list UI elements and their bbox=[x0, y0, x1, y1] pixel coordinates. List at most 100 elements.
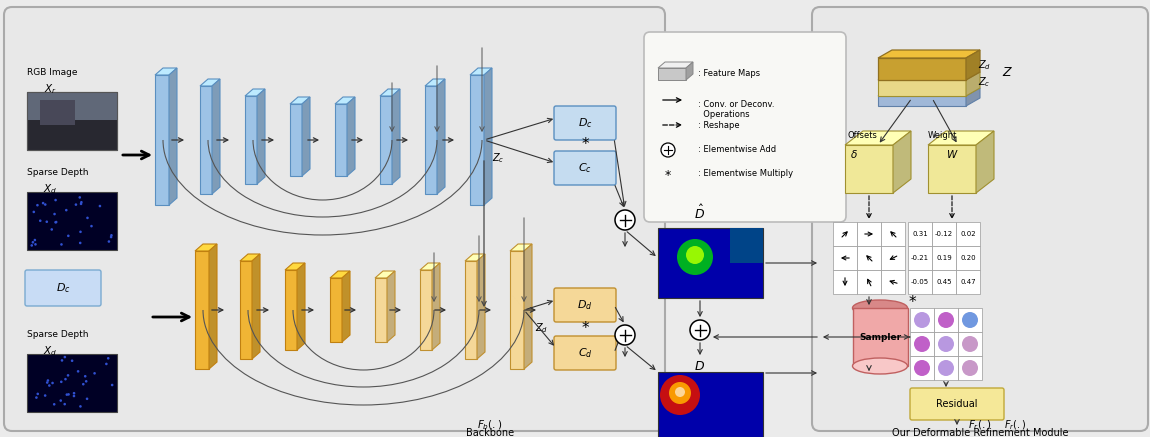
Circle shape bbox=[77, 370, 79, 373]
Circle shape bbox=[963, 336, 978, 352]
Polygon shape bbox=[420, 263, 440, 270]
Text: : Feature Maps: : Feature Maps bbox=[698, 69, 760, 79]
Circle shape bbox=[660, 375, 700, 415]
Text: *: * bbox=[581, 320, 589, 336]
Polygon shape bbox=[297, 263, 305, 350]
Polygon shape bbox=[285, 270, 297, 350]
Bar bbox=[932, 270, 956, 294]
Circle shape bbox=[687, 246, 704, 264]
Circle shape bbox=[963, 312, 978, 328]
Polygon shape bbox=[245, 96, 256, 184]
Bar bbox=[910, 356, 934, 380]
Polygon shape bbox=[342, 271, 350, 342]
Circle shape bbox=[46, 381, 48, 384]
Circle shape bbox=[64, 378, 67, 381]
Circle shape bbox=[107, 357, 109, 360]
Bar bbox=[26, 120, 117, 150]
Text: Sparse Depth: Sparse Depth bbox=[26, 330, 89, 339]
Text: $C_d$: $C_d$ bbox=[577, 346, 592, 360]
Circle shape bbox=[54, 221, 56, 224]
Circle shape bbox=[67, 235, 70, 237]
Circle shape bbox=[48, 384, 51, 387]
Polygon shape bbox=[380, 96, 392, 184]
FancyBboxPatch shape bbox=[812, 7, 1148, 431]
Polygon shape bbox=[432, 263, 440, 350]
Polygon shape bbox=[290, 97, 310, 104]
Polygon shape bbox=[477, 254, 485, 359]
Polygon shape bbox=[966, 88, 980, 106]
Text: 0.47: 0.47 bbox=[960, 279, 976, 285]
Polygon shape bbox=[524, 244, 532, 369]
Circle shape bbox=[32, 211, 36, 213]
Polygon shape bbox=[658, 62, 693, 68]
Circle shape bbox=[109, 236, 113, 238]
Ellipse shape bbox=[852, 300, 907, 316]
Circle shape bbox=[47, 379, 49, 382]
Circle shape bbox=[37, 392, 39, 395]
Circle shape bbox=[79, 242, 82, 244]
Text: $*$: $*$ bbox=[664, 166, 672, 180]
Circle shape bbox=[90, 225, 93, 227]
Text: $Z_c$: $Z_c$ bbox=[492, 151, 505, 165]
Text: 0.45: 0.45 bbox=[936, 279, 952, 285]
Polygon shape bbox=[388, 271, 394, 342]
Polygon shape bbox=[426, 79, 445, 86]
FancyBboxPatch shape bbox=[910, 388, 1004, 420]
Circle shape bbox=[53, 403, 55, 406]
Circle shape bbox=[79, 203, 83, 205]
Polygon shape bbox=[658, 68, 687, 80]
Polygon shape bbox=[256, 89, 264, 184]
Text: $W$: $W$ bbox=[946, 148, 959, 160]
Circle shape bbox=[110, 384, 114, 386]
Circle shape bbox=[61, 359, 63, 362]
Bar bbox=[881, 222, 905, 246]
Polygon shape bbox=[302, 97, 310, 176]
Text: : Elementwise Add: : Elementwise Add bbox=[698, 146, 776, 155]
Text: Sparse Depth: Sparse Depth bbox=[26, 168, 89, 177]
Text: *: * bbox=[581, 138, 589, 153]
Polygon shape bbox=[687, 62, 693, 80]
Bar bbox=[658, 372, 762, 437]
Circle shape bbox=[30, 244, 33, 247]
Circle shape bbox=[34, 243, 37, 246]
Bar bbox=[658, 228, 762, 298]
Text: $Z_d$: $Z_d$ bbox=[535, 321, 549, 335]
Polygon shape bbox=[335, 97, 355, 104]
Bar bbox=[881, 270, 905, 294]
Circle shape bbox=[81, 201, 83, 204]
Circle shape bbox=[36, 396, 38, 399]
Polygon shape bbox=[509, 244, 532, 251]
Circle shape bbox=[44, 203, 46, 206]
Circle shape bbox=[36, 204, 39, 207]
Polygon shape bbox=[845, 131, 911, 145]
Text: : Elementwise Multiply: : Elementwise Multiply bbox=[698, 169, 793, 177]
Polygon shape bbox=[509, 251, 524, 369]
Bar bbox=[857, 270, 881, 294]
Circle shape bbox=[99, 205, 101, 207]
Bar bbox=[26, 192, 117, 250]
Circle shape bbox=[44, 394, 46, 397]
Text: : Conv. or Deconv.
  Operations: : Conv. or Deconv. Operations bbox=[698, 100, 774, 119]
Polygon shape bbox=[426, 86, 437, 194]
Circle shape bbox=[33, 239, 36, 241]
Bar bbox=[910, 308, 934, 332]
Polygon shape bbox=[200, 79, 220, 86]
Polygon shape bbox=[877, 96, 966, 106]
Circle shape bbox=[52, 382, 54, 384]
Bar bbox=[910, 332, 934, 356]
Bar bbox=[958, 308, 982, 332]
Polygon shape bbox=[928, 131, 994, 145]
Bar bbox=[26, 92, 117, 150]
Polygon shape bbox=[437, 79, 445, 194]
Text: $\hat{D}$: $\hat{D}$ bbox=[695, 204, 705, 222]
Polygon shape bbox=[212, 79, 220, 194]
Circle shape bbox=[72, 392, 76, 395]
Polygon shape bbox=[877, 72, 980, 80]
FancyBboxPatch shape bbox=[644, 32, 846, 222]
Circle shape bbox=[963, 360, 978, 376]
Text: $D$: $D$ bbox=[695, 360, 705, 373]
Text: $\delta$: $\delta$ bbox=[850, 148, 858, 160]
Polygon shape bbox=[845, 145, 894, 193]
Bar bbox=[881, 246, 905, 270]
Text: $C_c$: $C_c$ bbox=[578, 161, 592, 175]
